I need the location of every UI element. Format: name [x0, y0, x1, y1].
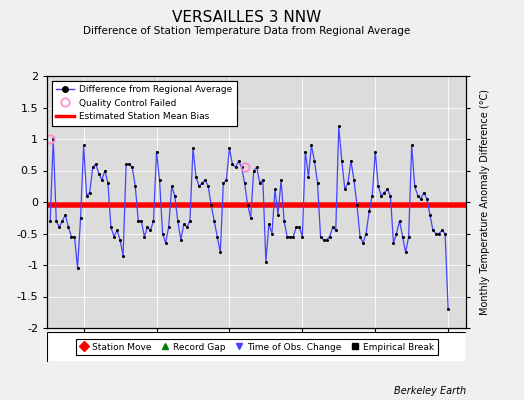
Legend: Difference from Regional Average, Quality Control Failed, Estimated Station Mean: Difference from Regional Average, Qualit… — [52, 80, 236, 126]
FancyBboxPatch shape — [47, 332, 466, 362]
Text: VERSAILLES 3 NNW: VERSAILLES 3 NNW — [172, 10, 321, 25]
Y-axis label: Monthly Temperature Anomaly Difference (°C): Monthly Temperature Anomaly Difference (… — [479, 89, 489, 315]
Text: Berkeley Earth: Berkeley Earth — [394, 386, 466, 396]
Text: Difference of Station Temperature Data from Regional Average: Difference of Station Temperature Data f… — [83, 26, 410, 36]
Legend: Station Move, Record Gap, Time of Obs. Change, Empirical Break: Station Move, Record Gap, Time of Obs. C… — [75, 339, 438, 355]
